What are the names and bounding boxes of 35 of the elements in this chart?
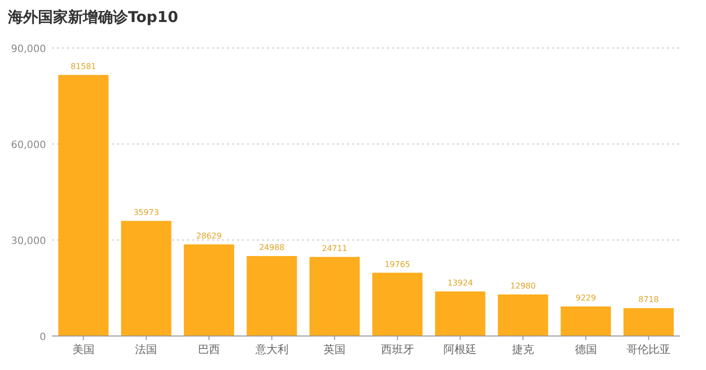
data-label: 35973 [133,208,159,217]
y-tick-label: 60,000 [11,140,46,151]
data-label: 19765 [384,260,410,269]
data-label: 24711 [322,244,348,253]
data-label: 13924 [447,278,473,288]
x-tick-label: 西班牙 [380,343,414,356]
bar [58,74,109,336]
data-label: 12980 [510,281,536,290]
x-tick-label: 哥伦比亚 [626,343,671,356]
bar [498,294,548,336]
bar [184,244,234,336]
data-label: 9229 [576,293,596,302]
chart-title: 海外国家新增确诊Top10 [7,8,178,26]
x-tick-label: 德国 [574,343,597,356]
x-tick-label: 法国 [135,343,158,356]
x-tick-label: 英国 [324,343,346,356]
x-tick-label: 巴西 [198,343,220,356]
bar [435,291,486,336]
data-label: 81581 [70,62,96,71]
bar [309,256,360,336]
bar [623,308,674,336]
data-label: 28629 [196,231,222,240]
bar [121,220,172,336]
x-tick-label: 捷克 [512,343,534,356]
x-tick-label: 美国 [72,343,94,356]
data-label: 24988 [259,243,285,252]
x-tick-label: 意大利 [254,343,288,356]
y-tick-label: 30,000 [11,236,46,247]
y-tick-label: 0 [40,332,46,343]
x-tick-label: 阿根廷 [444,343,477,356]
y-tick-label: 90,000 [11,44,46,55]
bar [246,256,297,336]
data-label: 8718 [638,295,659,304]
bar [560,306,611,336]
bar [372,272,423,336]
